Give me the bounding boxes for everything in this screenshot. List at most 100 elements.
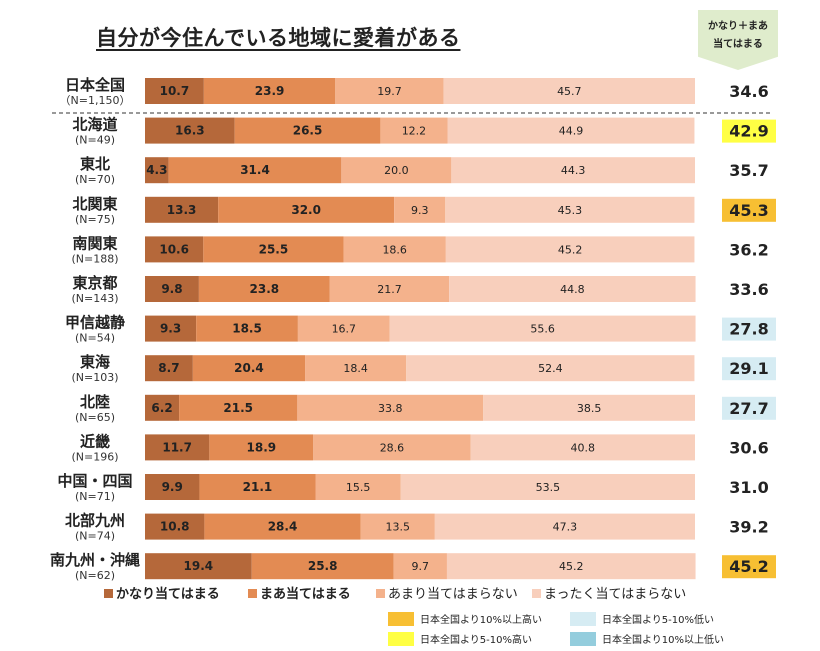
category-n-2: (N=70)	[75, 173, 115, 186]
bar-value-label-2-1: 31.4	[240, 163, 270, 177]
legend-swatch	[376, 589, 385, 598]
bar-value-label-0-0: 10.7	[160, 84, 190, 98]
bar-segment-0-0	[145, 78, 204, 104]
bar-segment-2-0	[145, 157, 169, 184]
category-label-10: 中国・四国	[57, 472, 132, 490]
bar-value-label-4-2: 18.6	[382, 243, 407, 256]
category-n-10: (N=71)	[75, 490, 115, 503]
bar-segment-11-1	[204, 513, 361, 540]
bar-value-label-8-2: 33.8	[378, 402, 403, 415]
category-label-4: 南関東	[72, 234, 117, 252]
combined-header-line-2: 当てはまる	[713, 39, 763, 50]
bar-value-label-6-0: 9.3	[160, 322, 181, 336]
category-label-2: 東北	[80, 155, 110, 173]
bar-value-label-1-2: 12.2	[402, 125, 427, 138]
bar-value-label-11-1: 28.4	[268, 520, 298, 534]
highlight-legend-label: 日本全国より10%以上低い	[602, 635, 725, 646]
bar-segment-3-2	[394, 196, 446, 223]
combined-highlight-6	[722, 317, 776, 341]
bar-segment-7-1	[192, 355, 306, 382]
category-n-8: (N=65)	[75, 411, 115, 424]
bar-value-label-7-3: 52.4	[538, 362, 563, 375]
combined-value-1: 42.9	[729, 122, 768, 141]
category-n-5: (N=143)	[71, 292, 118, 305]
category-label-11: 北部九州	[65, 512, 125, 530]
combined-value-0: 34.6	[729, 82, 768, 101]
bar-segment-10-0	[145, 474, 200, 500]
bar-segment-11-2	[360, 513, 435, 540]
bar-segment-5-1	[198, 276, 330, 302]
bar-value-label-9-2: 28.6	[380, 441, 405, 454]
category-n-7: (N=103)	[71, 371, 118, 384]
bar-value-label-10-1: 21.1	[243, 480, 273, 494]
highlight-swatch	[570, 612, 596, 626]
bar-segment-9-1	[209, 434, 314, 461]
bar-value-label-6-1: 18.5	[232, 322, 262, 336]
bar-segment-12-2	[393, 553, 447, 580]
highlight-swatch	[570, 632, 596, 646]
bar-segment-7-0	[145, 355, 193, 382]
combined-column-header: かなり＋まあ 当てはまる	[698, 10, 778, 70]
legend-label: あまり当てはまらない	[388, 587, 518, 602]
combined-value-11: 39.2	[729, 518, 768, 537]
bar-value-label-9-3: 40.8	[571, 441, 596, 454]
bar-value-label-1-3: 44.9	[559, 125, 584, 138]
bar-value-label-12-3: 45.2	[559, 560, 584, 573]
bar-value-label-7-0: 8.7	[158, 361, 179, 375]
bar-value-label-1-1: 26.5	[293, 124, 323, 138]
bar-value-label-7-2: 18.4	[343, 362, 368, 375]
bar-segment-2-2	[341, 157, 452, 184]
category-label-8: 北陸	[80, 393, 110, 411]
bar-value-label-4-0: 10.6	[159, 242, 189, 256]
highlight-swatch	[388, 632, 414, 646]
bar-segment-1-3	[447, 117, 695, 144]
legend-item-series-3: まったく当てはまらない	[532, 583, 686, 602]
bar-segment-9-3	[470, 434, 695, 461]
bar-segment-1-1	[234, 117, 381, 144]
bar-segment-12-3	[446, 553, 696, 580]
bar-segment-4-1	[203, 236, 344, 263]
bar-segment-5-3	[449, 276, 696, 302]
bar-value-label-11-2: 13.5	[385, 521, 410, 534]
category-label-1: 北海道	[72, 116, 117, 134]
bar-value-label-8-3: 38.5	[577, 402, 602, 415]
bar-value-label-6-3: 55.6	[530, 323, 555, 336]
bar-value-label-12-2: 9.7	[412, 560, 430, 573]
bar-value-label-5-3: 44.8	[560, 283, 585, 296]
combined-highlight-7	[722, 357, 776, 381]
bar-value-label-5-2: 21.7	[377, 283, 402, 296]
category-label-12: 南九州・沖縄	[50, 551, 140, 569]
bar-segment-11-3	[434, 513, 695, 540]
legend-label: かなり当てはまる	[116, 587, 220, 602]
highlight-legend-high10: 日本全国より10%以上高い	[388, 611, 542, 626]
bar-value-label-3-0: 13.3	[167, 203, 197, 217]
chart-title: 自分が今住んでいる地域に愛着がある	[96, 26, 461, 50]
category-label-3: 北関東	[72, 195, 117, 213]
bar-value-label-2-2: 20.0	[384, 164, 409, 177]
category-label-5: 東京都	[72, 274, 117, 292]
legend-item-series-0: かなり当てはまる	[104, 583, 220, 602]
bar-segment-7-2	[305, 355, 407, 382]
bar-value-label-10-2: 15.5	[346, 481, 371, 494]
highlight-legend-low5: 日本全国より5-10%低い	[570, 611, 714, 626]
bar-segment-6-0	[145, 315, 197, 342]
bar-segment-3-1	[218, 196, 395, 223]
bar-value-label-3-1: 32.0	[291, 203, 321, 217]
bar-segment-10-1	[199, 474, 316, 500]
bar-segment-9-0	[145, 434, 210, 461]
bar-segment-2-3	[451, 157, 695, 184]
category-n-4: (N=188)	[71, 252, 118, 265]
category-n-11: (N=74)	[75, 530, 115, 543]
highlight-legend-label: 日本全国より10%以上高い	[420, 615, 543, 626]
bar-segment-2-1	[168, 157, 342, 184]
category-n-12: (N=62)	[75, 569, 115, 582]
bar-segment-7-3	[406, 355, 695, 382]
bar-value-label-0-2: 19.7	[377, 85, 402, 98]
bar-segment-4-2	[343, 236, 446, 263]
bar-value-label-11-3: 47.3	[553, 521, 578, 534]
bar-value-label-4-1: 25.5	[259, 242, 289, 256]
category-label-6: 甲信越静	[65, 314, 125, 332]
bar-value-label-7-1: 20.4	[234, 361, 264, 375]
bar-segment-8-0	[145, 394, 180, 421]
